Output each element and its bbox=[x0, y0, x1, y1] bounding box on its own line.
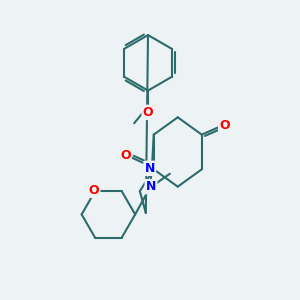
Text: O: O bbox=[120, 149, 130, 162]
Text: O: O bbox=[89, 184, 99, 197]
Text: N: N bbox=[146, 180, 156, 193]
Text: O: O bbox=[143, 106, 153, 119]
Text: O: O bbox=[219, 119, 230, 132]
Text: N: N bbox=[145, 162, 155, 175]
